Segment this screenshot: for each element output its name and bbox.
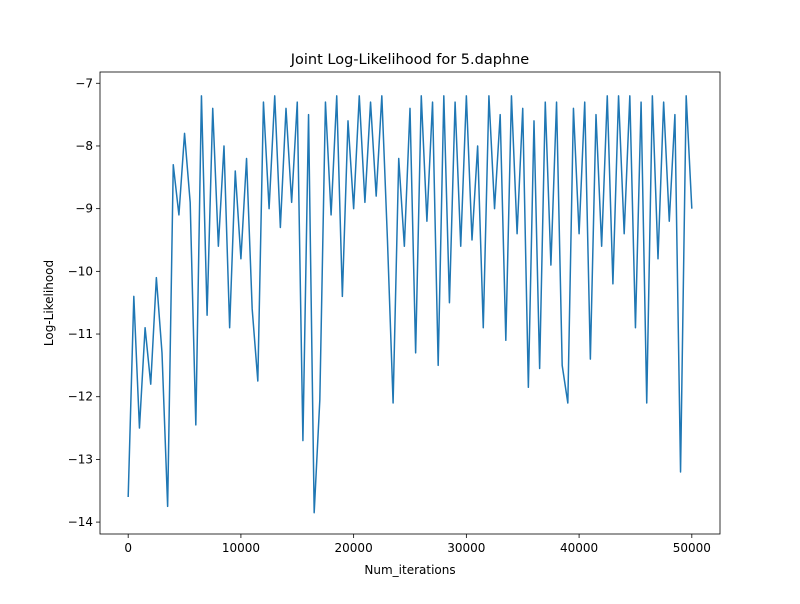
x-tick-label: 50000 [673, 541, 711, 555]
y-tick-label: −11 [68, 327, 93, 341]
x-tick-label: 0 [124, 541, 132, 555]
x-axis-label: Num_iterations [364, 563, 455, 577]
y-tick-label: −8 [75, 139, 93, 153]
plot-frame [99, 71, 721, 535]
y-tick-label: −10 [68, 264, 93, 278]
y-axis-label: Log-Likelihood [42, 260, 56, 346]
chart-title: Joint Log-Likelihood for 5.daphne [290, 52, 530, 68]
x-tick-label: 30000 [447, 541, 485, 555]
y-tick-label: −9 [75, 202, 93, 216]
y-tick-label: −7 [75, 76, 93, 90]
y-tick-label: −12 [68, 390, 93, 404]
y-tick-label: −13 [68, 452, 93, 466]
y-tick-label: −14 [68, 515, 93, 529]
x-tick-label: 20000 [335, 541, 373, 555]
x-tick-label: 40000 [560, 541, 598, 555]
data-line [127, 95, 693, 514]
x-tick-label: 10000 [222, 541, 260, 555]
